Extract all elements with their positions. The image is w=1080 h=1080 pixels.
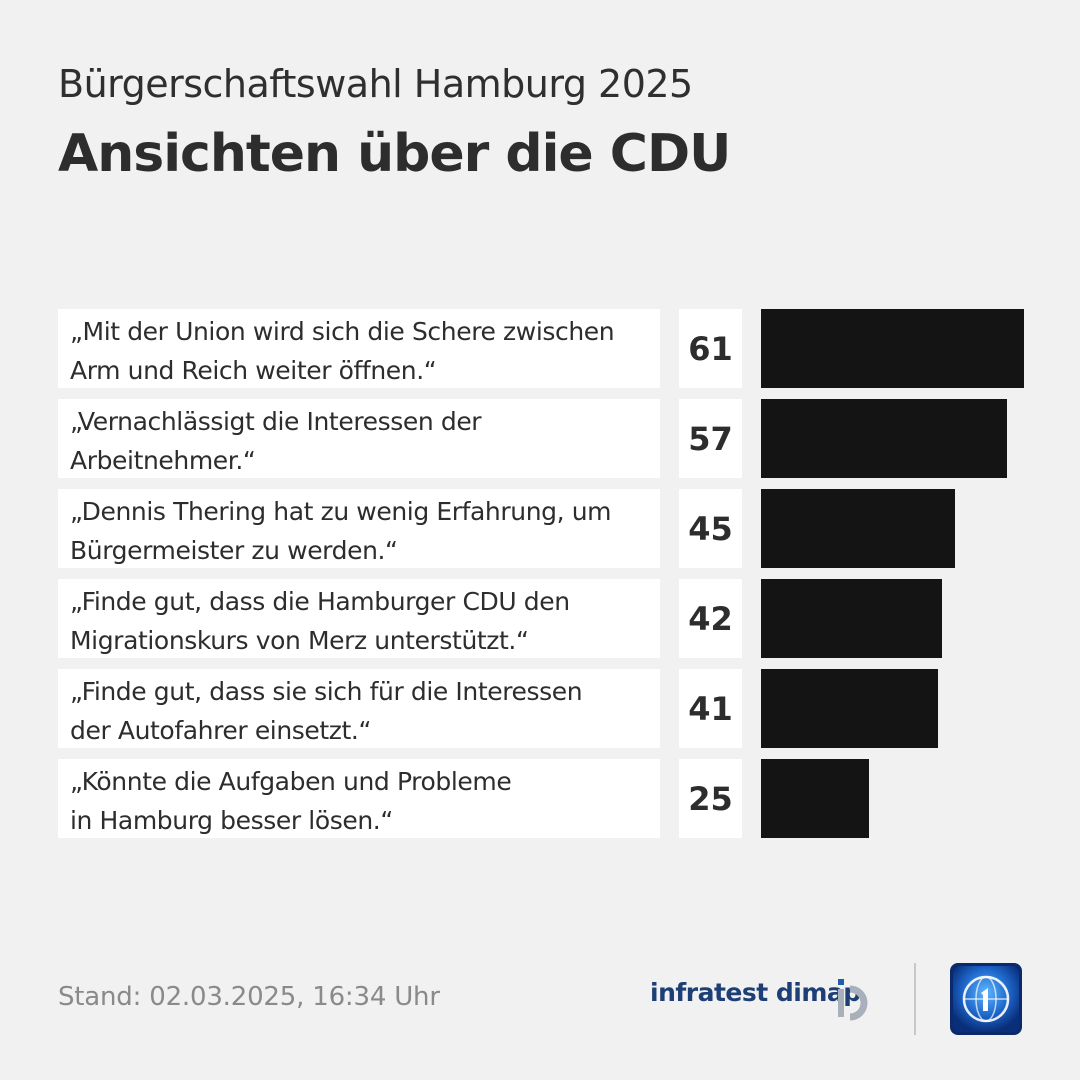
category-label-box: „Mit der Union wird sich die Schere zwis… [58, 309, 660, 388]
bar [761, 669, 938, 748]
brand-name: infratest dimap [650, 978, 861, 1007]
tagesschau-logo-icon [950, 963, 1022, 1035]
bar [761, 759, 869, 838]
bar [761, 399, 1007, 478]
category-label-box: „Könnte die Aufgaben und Probleme in Ham… [58, 759, 660, 838]
chart-row: „Mit der Union wird sich die Schere zwis… [58, 309, 1038, 388]
chart-row: „Vernachlässigt die Interessen der Arbei… [58, 399, 1038, 478]
category-label-box: „Dennis Thering hat zu wenig Erfahrung, … [58, 489, 660, 568]
bar [761, 579, 942, 658]
chart-row: „Dennis Thering hat zu wenig Erfahrung, … [58, 489, 1038, 568]
category-label-box: „Finde gut, dass sie sich für die Intere… [58, 669, 660, 748]
timestamp: Stand: 02.03.2025, 16:34 Uhr [58, 982, 440, 1012]
bar [761, 489, 955, 568]
footer-divider [914, 963, 916, 1035]
category-label: „Mit der Union wird sich die Schere zwis… [70, 316, 615, 385]
category-label-box: „Vernachlässigt die Interessen der Arbei… [58, 399, 660, 478]
category-label-box: „Finde gut, dass die Hamburger CDU den M… [58, 579, 660, 658]
data-label: 45 [679, 489, 742, 568]
category-label: „Könnte die Aufgaben und Probleme in Ham… [70, 766, 512, 835]
chart-row: „Finde gut, dass sie sich für die Intere… [58, 669, 1038, 748]
data-label: 61 [679, 309, 742, 388]
data-label: 57 [679, 399, 742, 478]
bar [761, 309, 1024, 388]
category-label: „Finde gut, dass die Hamburger CDU den M… [70, 586, 570, 655]
category-label: „Finde gut, dass sie sich für die Intere… [70, 676, 583, 745]
data-label: 25 [679, 759, 742, 838]
chart-supertitle: Bürgerschaftswahl Hamburg 2025 [58, 62, 693, 106]
infratest-dimap-logo-icon [838, 979, 868, 1021]
data-label: 42 [679, 579, 742, 658]
category-label: „Vernachlässigt die Interessen der Arbei… [70, 406, 482, 475]
data-label: 41 [679, 669, 742, 748]
chart-title: Ansichten über die CDU [58, 124, 731, 184]
chart-row: „Finde gut, dass die Hamburger CDU den M… [58, 579, 1038, 658]
category-label: „Dennis Thering hat zu wenig Erfahrung, … [70, 496, 612, 565]
chart-row: „Könnte die Aufgaben und Probleme in Ham… [58, 759, 1038, 838]
